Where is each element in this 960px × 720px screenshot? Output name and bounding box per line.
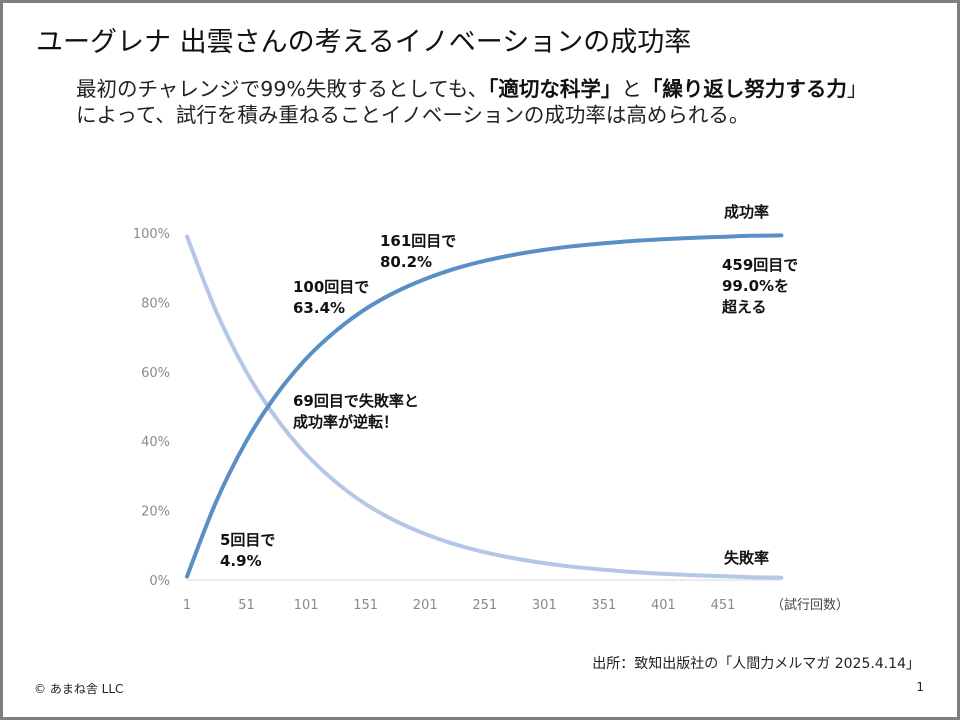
lead-part-1: 最初のチャレンジで99%失敗するとしても、	[76, 77, 489, 101]
x-tick-label: 401	[651, 598, 676, 613]
y-tick-label: 80%	[141, 296, 170, 311]
y-tick-label: 100%	[133, 227, 170, 242]
x-tick-label: 201	[413, 598, 438, 613]
x-tick-label: 1	[183, 598, 191, 613]
x-tick-label: 151	[353, 598, 378, 613]
y-tick-label: 0%	[149, 574, 170, 589]
lead-text: 最初のチャレンジで99%失敗するとしても、「適切な科学」と「繰り返し努力する力」…	[76, 76, 876, 128]
y-tick-label: 40%	[141, 435, 170, 450]
page-number: 1	[916, 680, 924, 694]
legend-success-rate: 成功率	[724, 203, 770, 221]
success-rate-line	[185, 233, 784, 579]
annotation-5th: 5回目で 4.9%	[220, 531, 276, 570]
x-tick-label: 101	[294, 598, 319, 613]
annotation-100th: 100回目で 63.4%	[293, 278, 370, 317]
failure-rate-line	[185, 234, 784, 580]
annotation-161st: 161回目で 80.2%	[380, 232, 457, 271]
copyright: © あまね舎 LLC	[34, 682, 124, 696]
lead-part-2: と	[621, 77, 642, 101]
x-axis-label: （試行回数）	[771, 597, 849, 613]
source-citation: 出所：致知出版社の「人間力メルマガ 2025.4.14」	[592, 656, 920, 672]
x-tick-label: 451	[711, 598, 736, 613]
y-tick-label: 20%	[141, 505, 170, 520]
y-tick-label: 60%	[141, 366, 170, 381]
x-tick-label: 251	[472, 598, 497, 613]
lead-bold-science: 「適切な科学」	[488, 77, 622, 101]
legend-failure-rate: 失敗率	[724, 549, 770, 567]
annotation-crossover: 69回目で失敗率と 成功率が逆転！	[293, 392, 419, 431]
x-tick-label: 301	[532, 598, 557, 613]
lead-part-3: 」によって、試行を積み重ねることイノベーションの成功率は高められる。	[76, 77, 868, 127]
lead-bold-effort: 「繰り返し努力する力	[641, 77, 847, 101]
x-tick-label: 51	[238, 598, 255, 613]
annotation-459th: 459回目で 99.0%を 超える	[722, 256, 799, 316]
x-tick-label: 351	[591, 598, 616, 613]
slide-title: ユーグレナ 出雲さんの考えるイノベーションの成功率	[36, 27, 692, 58]
